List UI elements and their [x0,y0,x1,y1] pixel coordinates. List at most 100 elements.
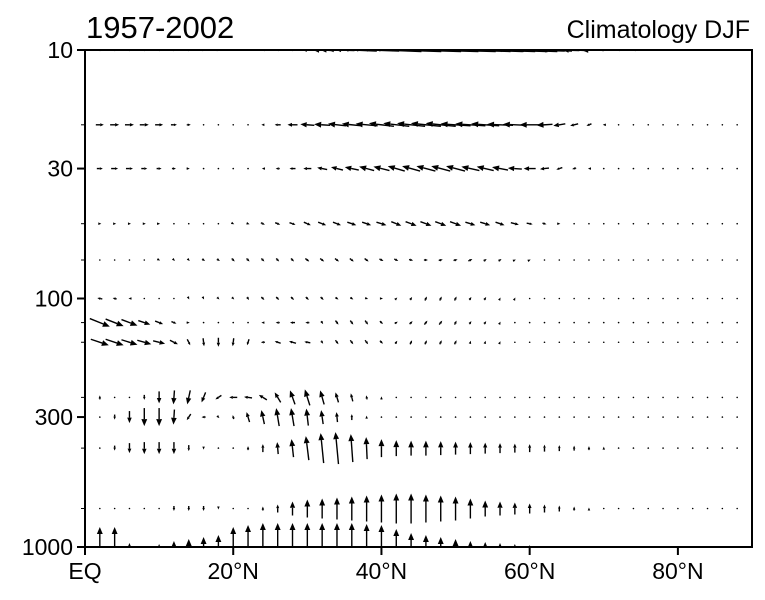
vector-arrow [528,396,531,399]
vector-arrow [394,321,398,325]
vector-arrow [423,258,428,262]
vector-arrow [260,340,265,344]
vector-arrow [408,533,415,547]
vector-arrow [706,396,709,399]
vector-arrow [289,501,296,516]
vector-arrow [217,167,220,170]
vector-arrow [348,434,355,463]
vector-arrow [736,297,738,300]
vector-arrow [395,396,398,399]
vector-arrow [187,445,191,452]
vector-arrow [453,259,458,262]
vector-arrow [423,440,429,456]
vector-arrow [617,259,620,261]
vector-arrow [573,259,575,261]
vector-arrow [217,506,220,510]
vector-arrow [420,221,432,226]
vector-arrow [99,507,101,510]
vector-arrow [468,259,473,262]
vector-arrow [438,441,444,456]
vector-arrow [368,121,395,128]
vector-arrow [416,165,436,172]
vector-arrow [424,340,427,345]
vector-arrow [229,395,238,399]
vector-arrow [588,222,590,225]
vector-arrow [361,221,372,226]
x-tick-label: 40°N [356,558,407,584]
vector-arrow [499,416,501,418]
vector-arrow [363,524,370,547]
vector-arrow [557,222,561,225]
vector-arrow [512,259,516,262]
vector-arrow [304,408,311,426]
vector-arrow [231,258,235,262]
vector-arrow [602,396,605,399]
vector-arrow [379,258,384,262]
vector-arrow [408,493,415,524]
vector-arrow [602,416,605,418]
vector-arrow [202,446,205,450]
vector-arrow [90,338,109,346]
vector-arrow [127,543,131,547]
vector-arrow [691,416,694,418]
vector-arrow [602,167,605,170]
vector-arrow [507,165,522,172]
y-tick-label: 1000 [22,534,73,560]
vector-arrow [319,410,325,425]
vector-arrow [127,443,132,454]
vector-arrow [303,221,311,226]
vector-arrow [677,416,679,418]
vector-arrow [246,222,250,225]
vector-arrow [468,442,473,455]
vector-arrow [483,442,488,454]
vector-arrow [231,338,235,347]
vector-arrow [691,297,694,300]
vector-arrow [186,123,191,127]
vector-arrow [215,535,222,547]
vector-arrow [274,523,281,547]
vector-arrow [350,414,354,421]
vector-arrow [498,321,501,325]
vector-arrow [99,447,101,449]
vector-arrow [258,394,268,401]
vector-arrow [143,259,146,261]
vector-arrow [543,297,546,300]
vector-arrow [287,122,298,127]
vector-arrow [246,258,250,262]
vector-arrow [498,443,502,454]
vector-arrow [647,416,650,418]
vector-arrow [376,221,387,226]
vector-arrow [736,416,738,418]
y-tick-label: 100 [35,286,73,312]
vector-arrow [465,221,476,226]
vector-arrow [558,259,561,261]
vector-arrow [647,396,650,399]
vector-arrow [113,445,116,451]
vector-arrow [290,296,295,300]
vector-arrow [139,123,149,127]
vector-arrow [344,165,359,172]
vector-arrow [514,321,516,324]
vector-arrow [141,408,148,427]
vector-arrow [156,442,162,455]
vector-arrow [171,409,177,425]
vector-arrow [154,320,164,325]
vector-arrow [476,165,494,172]
vector-arrow [170,123,177,127]
vector-arrow [452,539,459,547]
vector-arrow [483,340,486,345]
vector-arrow [300,122,315,128]
vector-arrow [647,124,650,126]
vector-arrow [706,447,709,449]
vector-arrow [98,222,102,225]
vector-arrow [261,167,265,170]
vector-arrow [185,539,192,547]
vector-arrow [453,296,457,301]
vector-arrow [232,167,235,170]
vector-arrow [439,296,442,301]
vector-arrow [260,258,265,262]
vector-arrow [706,167,709,170]
vector-arrow [171,390,177,405]
vector-arrow [391,221,402,226]
